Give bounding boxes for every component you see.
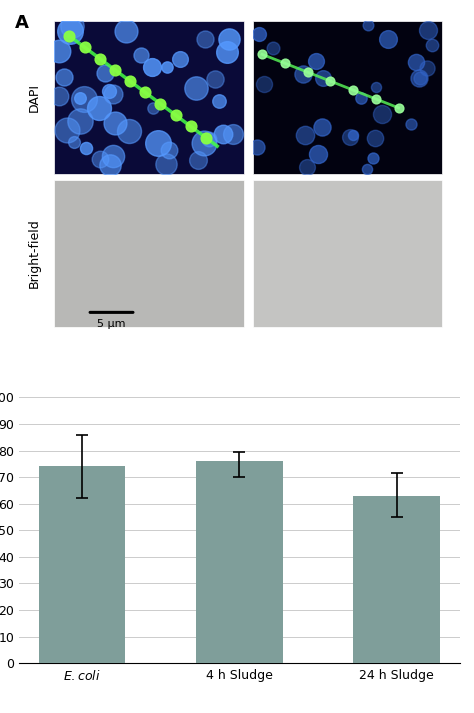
Point (55, 45, 63, 56)
Point (423, 63, 430, 74)
Point (125, 125, 133, 136)
Point (111, 64, 118, 76)
Point (371, 132, 379, 143)
Bar (253, 21, 442, 174)
Point (281, 58, 289, 69)
Point (194, 154, 202, 165)
Point (66, 26, 73, 37)
Point (106, 160, 114, 171)
Bar (253, 180, 442, 327)
Bar (196, 461, 283, 663)
Point (187, 120, 194, 132)
Bar (353, 496, 440, 663)
Point (428, 40, 436, 51)
Point (65, 30, 73, 41)
Point (225, 34, 233, 45)
Point (81, 41, 88, 53)
Point (70, 136, 78, 148)
Point (122, 25, 130, 36)
Point (301, 129, 309, 140)
Point (192, 83, 200, 94)
Point (216, 96, 223, 107)
Point (385, 33, 392, 44)
Point (395, 102, 402, 113)
Point (318, 122, 326, 133)
Point (260, 78, 268, 90)
Point (156, 98, 164, 110)
Point (424, 25, 431, 36)
Point (176, 53, 184, 64)
Point (408, 118, 415, 130)
Text: 5 μm: 5 μm (97, 319, 126, 329)
Text: Bright-field: Bright-field (28, 218, 41, 288)
Point (149, 61, 156, 73)
Point (137, 50, 145, 61)
Point (76, 92, 84, 103)
Point (201, 34, 209, 45)
Point (154, 138, 161, 149)
Point (101, 68, 109, 79)
Point (378, 108, 386, 120)
Point (76, 116, 83, 127)
Text: A: A (15, 14, 28, 32)
Bar (39, 466, 126, 663)
Point (82, 142, 90, 153)
Point (172, 109, 179, 120)
Point (219, 128, 227, 140)
Point (68, 20, 75, 31)
Point (201, 138, 208, 149)
Point (109, 88, 117, 99)
Point (81, 93, 88, 104)
Point (223, 46, 231, 58)
Point (64, 124, 71, 135)
Point (357, 93, 365, 104)
Point (363, 163, 371, 175)
Point (312, 55, 319, 66)
Point (141, 87, 149, 98)
Point (327, 76, 334, 87)
Point (417, 72, 424, 83)
Point (254, 141, 261, 153)
Point (346, 132, 353, 143)
Point (372, 93, 380, 105)
Point (319, 72, 327, 83)
Bar (54, 180, 244, 327)
Point (96, 53, 103, 64)
Point (162, 158, 170, 170)
Point (164, 61, 171, 72)
Point (415, 72, 422, 83)
Point (202, 132, 210, 143)
Point (258, 48, 266, 60)
Point (255, 29, 263, 40)
Point (349, 84, 357, 96)
Point (126, 76, 134, 87)
Point (304, 161, 311, 173)
Point (269, 42, 277, 53)
Point (55, 90, 63, 101)
Point (304, 66, 311, 78)
Point (211, 73, 219, 85)
Point (349, 129, 356, 140)
Point (300, 68, 307, 79)
Point (105, 85, 113, 96)
Point (60, 71, 67, 83)
Point (149, 102, 157, 113)
Point (165, 145, 173, 156)
Point (372, 81, 380, 93)
Point (206, 134, 213, 145)
Point (365, 19, 372, 31)
Point (96, 102, 103, 113)
Point (96, 153, 103, 165)
Text: DAPI: DAPI (28, 83, 41, 112)
Point (315, 148, 322, 160)
Bar (54, 21, 244, 174)
Point (412, 56, 420, 68)
Point (229, 128, 237, 139)
Point (369, 153, 377, 164)
Point (109, 150, 117, 162)
Point (111, 117, 118, 128)
